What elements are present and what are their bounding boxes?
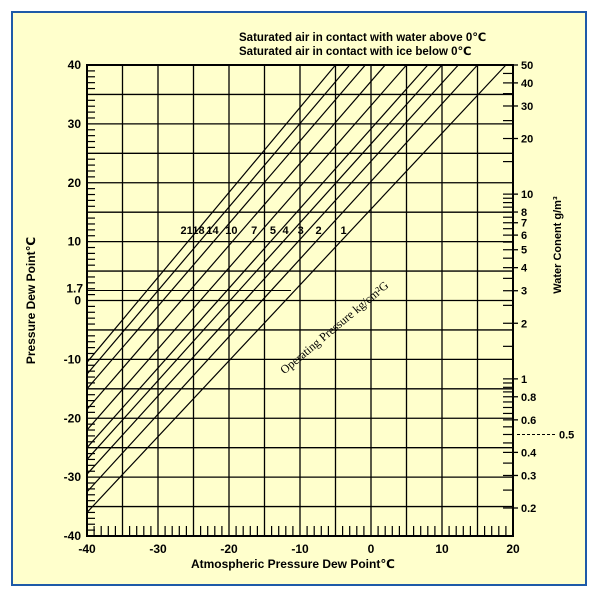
chart-frame: 21 18 14 10 7 5 4 3 2 1 -40 -30 -20 -10 0 10 20 40 30 20 1… (11, 11, 587, 586)
x-tick-labels: -40 -30 -20 -10 0 10 20 (78, 542, 520, 556)
chart-title-line-2: Saturated air in contact with ice below … (239, 46, 472, 58)
y-tick-label: -30 (64, 470, 82, 484)
y-tick-label: 0 (74, 294, 81, 308)
pressure-label-2: 2 (316, 225, 322, 237)
pressure-line-7 (86, 64, 407, 431)
pressure-label-18: 18 (192, 225, 204, 237)
chart-title-line-1: Saturated air in contact with water abov… (239, 32, 486, 44)
right-tick-label: 6 (521, 230, 527, 242)
pressure-labels: 21 18 14 10 7 5 4 3 2 1 (180, 225, 346, 237)
y-tick-label: -10 (64, 352, 82, 366)
right-tick-label: 0.4 (521, 447, 537, 459)
y-axis-label: Pressure Dew Point℃ (24, 237, 38, 364)
pressure-line-18 (86, 64, 351, 375)
pressure-label-14: 14 (206, 225, 219, 237)
x-tick-label: -20 (220, 542, 238, 556)
pressure-line-3 (86, 64, 459, 475)
right-tick-label: 50 (521, 60, 533, 72)
x-tick-label: 0 (368, 542, 375, 556)
right-tick-label: 3 (521, 286, 527, 298)
right-axis-label: Water Conent g/m³ (552, 196, 564, 294)
right-tick-label: 1 (521, 374, 527, 386)
right-tick-label: 5 (521, 245, 527, 257)
x-tick-label: -10 (291, 542, 309, 556)
y-tick-label: 30 (68, 117, 82, 131)
pressure-lines (86, 64, 507, 513)
x-axis-label: Atmospheric Pressure Dew Point℃ (191, 557, 395, 571)
pressure-line-14 (86, 64, 366, 390)
y-tick-label: -40 (64, 529, 82, 543)
right-tick-label: 0.3 (521, 470, 536, 482)
plot-border (86, 64, 514, 537)
grid (87, 65, 513, 536)
pressure-label-4: 4 (283, 225, 290, 237)
pressure-line-4 (86, 64, 443, 460)
right-tick-label: 20 (521, 134, 533, 146)
right-tick-label: 40 (521, 78, 533, 90)
right-tick-label: 4 (521, 263, 528, 275)
x-tick-label: 20 (506, 542, 520, 556)
right-tick-label: 10 (521, 189, 533, 201)
y-tick-labels: 40 30 20 10 0 -10 -20 -30 -40 (64, 58, 82, 543)
operating-pressure-annotation: Operating Pressure kg/cm²G (277, 278, 391, 377)
x-tick-label: 10 (435, 542, 449, 556)
y-tick-label: 40 (68, 58, 82, 72)
y-tick-label: 10 (68, 235, 82, 249)
x-tick-label: -30 (149, 542, 167, 556)
pressure-label-5: 5 (270, 225, 276, 237)
y-tick-label-1.7: 1.7 (66, 281, 83, 295)
pressure-label-10: 10 (225, 225, 237, 237)
pressure-line-2 (86, 64, 478, 493)
pressure-line-21 (86, 64, 336, 363)
right-tick-label: 0.2 (521, 503, 536, 515)
right-tick-label: 2 (521, 318, 527, 330)
pressure-label-21: 21 (180, 225, 192, 237)
right-tick-labels: 50 40 30 20 10 876 5 4 3 2 1 0.8 0.6 0.4 0.3 0.2 (513, 60, 537, 515)
pressure-line-1 (86, 64, 507, 513)
pressure-line-5 (86, 64, 429, 449)
y-tick-label: 20 (68, 176, 82, 190)
right-tick-label: 0.6 (521, 415, 536, 427)
right-tick-label-0.5: 0.5 (559, 429, 574, 441)
right-tick-label: 7 (521, 218, 527, 230)
right-tick-label: 8 (521, 207, 527, 219)
dew-point-chart: 21 18 14 10 7 5 4 3 2 1 -40 -30 -20 -10 0 10 20 4030201… (24, 32, 574, 571)
right-tick-label: 0.8 (521, 392, 536, 404)
pressure-label-7: 7 (251, 225, 257, 237)
pressure-label-1: 1 (340, 225, 346, 237)
pressure-line-10 (86, 64, 386, 410)
x-tick-label: -40 (78, 542, 96, 556)
y-tick-label: -20 (64, 411, 82, 425)
pressure-label-3: 3 (298, 225, 304, 237)
minor-ticks (87, 64, 513, 536)
right-tick-label: 30 (521, 101, 533, 113)
